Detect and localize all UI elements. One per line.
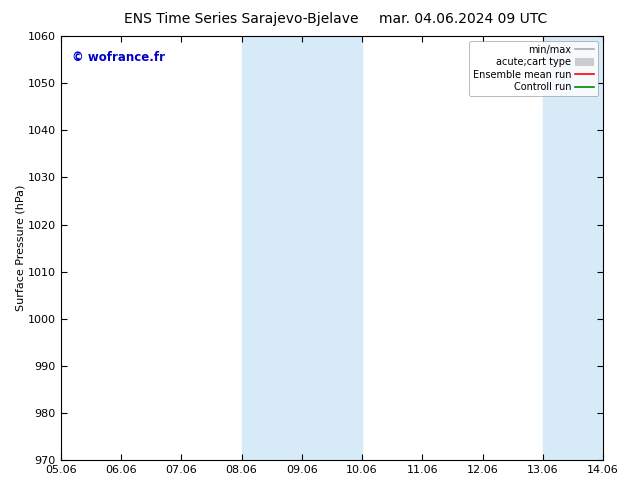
Bar: [543, 36, 634, 460]
Legend: min/max, acute;cart type, Ensemble mean run, Controll run: min/max, acute;cart type, Ensemble mean …: [469, 41, 598, 96]
Bar: [242, 36, 362, 460]
Text: ENS Time Series Sarajevo-Bjelave: ENS Time Series Sarajevo-Bjelave: [124, 12, 358, 26]
Text: © wofrance.fr: © wofrance.fr: [72, 51, 165, 64]
Text: mar. 04.06.2024 09 UTC: mar. 04.06.2024 09 UTC: [378, 12, 547, 26]
Y-axis label: Surface Pressure (hPa): Surface Pressure (hPa): [15, 185, 25, 311]
